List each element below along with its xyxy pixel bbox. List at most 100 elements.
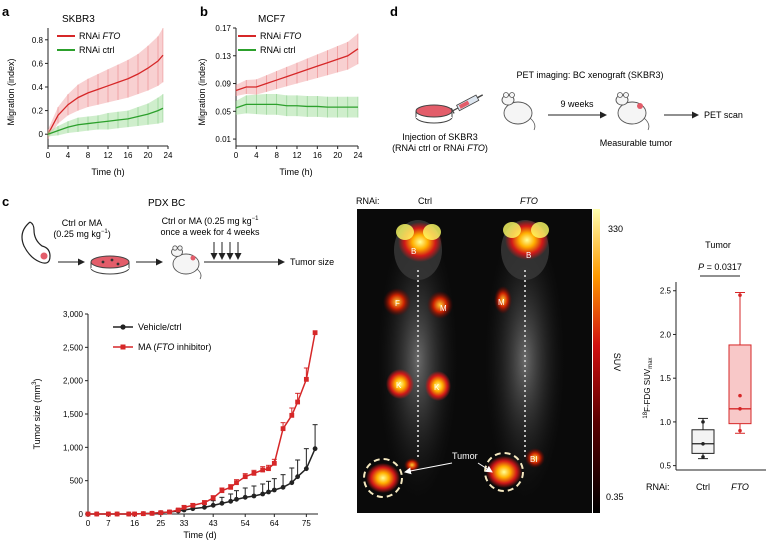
pet-image-panel: RNAi: Ctrl FTO xyxy=(356,196,624,513)
x-tick-label: 4 xyxy=(254,151,259,160)
outcome-label: Tumor size xyxy=(290,257,334,267)
pvalue-label: P = 0.0317 xyxy=(698,262,742,272)
panel-label-c: c xyxy=(2,194,9,209)
y-tick-label: 0.05 xyxy=(215,107,231,116)
y-tick-label: 0.6 xyxy=(32,59,44,68)
box-ylabel: 18F-FDG SUVmax xyxy=(643,357,654,418)
pet-tumor-label: Tumor xyxy=(452,451,478,461)
chart-b-legend: RNAi FTO RNAi ctrl xyxy=(238,31,301,55)
box-y-tick-label: 2.0 xyxy=(660,330,672,339)
pet-hot-muscle-fto xyxy=(494,286,512,314)
box-group-prefix: RNAi: xyxy=(646,482,670,492)
data-point xyxy=(219,488,225,494)
series-line-red xyxy=(235,48,359,92)
x-tick-label: 20 xyxy=(333,151,342,160)
pet-hot-tumor-fto xyxy=(486,456,522,488)
tumor-arrow-ctrl xyxy=(404,462,453,475)
chart-c-ylabel: Tumor size (mm3) xyxy=(32,378,42,449)
data-point xyxy=(140,511,146,517)
data-point xyxy=(280,426,286,432)
data-point xyxy=(251,470,257,476)
legend-b-green-label: RNAi ctrl xyxy=(260,45,296,55)
x-tick-label: 16 xyxy=(313,151,322,160)
box-y-tick-label: 2.5 xyxy=(660,287,672,296)
legend-b-red-label: RNAi FTO xyxy=(260,31,301,41)
duration-label: 9 weeks xyxy=(560,99,594,109)
pet-col-fto-label: FTO xyxy=(520,196,538,206)
mouse-icon-1 xyxy=(501,92,536,131)
tumor-circle-fto xyxy=(484,452,524,492)
box-point xyxy=(738,428,742,433)
panel-label-d: d xyxy=(390,4,398,19)
data-point xyxy=(158,510,164,516)
box-point xyxy=(701,455,705,459)
x-tick-label: 24 xyxy=(354,151,363,160)
pet-label-k2-ctrl: K xyxy=(434,383,440,392)
pet-hot-kidney-left-ctrl xyxy=(386,369,414,399)
pet-col-ctrl-label: Ctrl xyxy=(418,196,432,206)
chart-a: RNAi FTO RNAi ctrl 0 4 8 12 16 20 24 0 0.2 0.4 0.6… xyxy=(32,28,173,160)
box-y-tick-label: 1.0 xyxy=(660,418,672,427)
pet-ctrl-mouse xyxy=(366,220,458,500)
x-tick-label: 16 xyxy=(124,151,133,160)
data-point xyxy=(295,399,301,405)
suv-color-scale xyxy=(593,209,600,513)
data-point xyxy=(181,504,187,510)
y-tick-label: 0.09 xyxy=(215,80,231,89)
pet-hot-kidney-right-ctrl xyxy=(425,371,451,401)
panel-label-b: b xyxy=(200,4,208,19)
box-group-label: FTO xyxy=(731,482,749,492)
pet-hot-fat-ctrl xyxy=(383,288,411,316)
x-tick-label: 64 xyxy=(270,519,279,528)
x-tick-label: 20 xyxy=(144,151,153,160)
x-tick-label: 12 xyxy=(293,151,302,160)
y-tick-label: 0.13 xyxy=(215,52,231,61)
series-line-black xyxy=(88,448,316,515)
data-point xyxy=(210,495,216,501)
x-tick-label: 16 xyxy=(130,519,139,528)
series-line-red xyxy=(47,54,164,135)
breast-icon xyxy=(21,221,51,264)
data-point xyxy=(234,496,239,502)
chart-b-title: MCF7 xyxy=(258,14,286,25)
data-point xyxy=(202,504,207,510)
injection-line2: (RNAi ctrl or RNAi FTO) xyxy=(392,143,488,153)
data-point xyxy=(242,474,248,480)
data-point xyxy=(303,466,309,472)
data-point xyxy=(210,502,216,508)
pet-scan-label: PET scan xyxy=(704,110,743,120)
pet-label-f-ctrl: F xyxy=(395,299,400,308)
pet-label-m-ctrl: M xyxy=(440,304,447,313)
x-tick-label: 7 xyxy=(106,519,111,528)
pet-label-b-ctrl: B xyxy=(411,247,416,256)
data-point xyxy=(266,489,271,495)
chart-a-title: SKBR3 xyxy=(62,14,95,25)
mouse-icon-c xyxy=(171,245,202,280)
x-tick-label: 8 xyxy=(86,151,91,160)
pet-hot-muscle-ctrl xyxy=(427,291,453,319)
data-point xyxy=(228,484,234,490)
mouse-with-tumor-icon xyxy=(615,92,650,131)
data-point xyxy=(289,412,295,418)
x-tick-label: 75 xyxy=(302,519,311,528)
chart-a-xlabel: Time (h) xyxy=(91,167,124,177)
y-tick-label: 0.17 xyxy=(215,24,231,33)
box-y-tick-label: 0.5 xyxy=(660,462,672,471)
data-point xyxy=(105,511,111,517)
panel-d-title: PET imaging: BC xenograft (SKBR3) xyxy=(517,70,664,80)
data-point xyxy=(175,507,181,513)
x-tick-label: 33 xyxy=(180,519,189,528)
x-tick-label: 0 xyxy=(234,151,239,160)
box-title: Tumor xyxy=(705,240,731,250)
injection-line1: Injection of SKBR3 xyxy=(402,132,478,142)
chart-b-ylabel: Migration (index) xyxy=(197,58,207,125)
data-point xyxy=(202,500,207,506)
x-tick-label: 43 xyxy=(209,519,218,528)
data-point xyxy=(149,510,155,516)
box-iqr xyxy=(728,344,752,425)
y-tick-label: 1,500 xyxy=(63,410,84,419)
suv-scale-label: SUV xyxy=(612,353,622,372)
y-tick-label: 3,000 xyxy=(63,310,84,319)
y-tick-label: 1,000 xyxy=(63,443,84,452)
